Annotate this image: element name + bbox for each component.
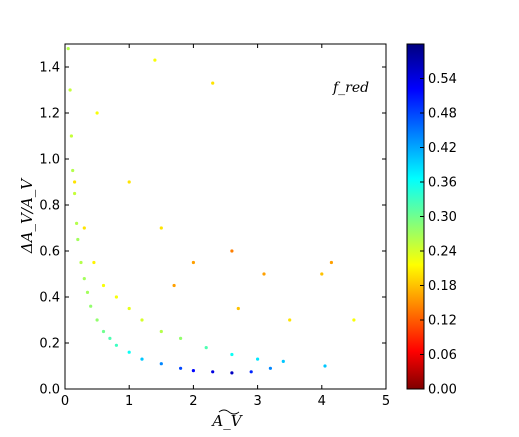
data-point-4 (73, 191, 77, 196)
colorbar-tick-label: 0.48 (428, 107, 457, 122)
data-point-51 (172, 283, 176, 288)
colorbar-tick-label: 0.06 (428, 348, 457, 363)
y-tick-label: 0.8 (39, 199, 60, 214)
data-points (66, 47, 356, 375)
data-point-30 (140, 318, 144, 322)
y-tick-label: 1.0 (39, 153, 60, 168)
data-point-50 (236, 306, 240, 311)
data-point-34 (230, 352, 234, 357)
colorbar-ticks: 0.00 0.06 0.12 0.18 0.24 0.30 0.36 0.42 0.48 0.54 (420, 72, 457, 398)
data-point-32 (179, 336, 183, 340)
data-point-17 (159, 362, 163, 366)
data-point-20 (211, 370, 215, 374)
data-point-16 (140, 357, 144, 361)
y-tick-label: 1.2 (39, 107, 60, 122)
colorbar-tick-label: 0.18 (428, 279, 457, 294)
x-tick-label: 3 (253, 394, 261, 409)
data-point-18 (179, 366, 183, 370)
colorbar-tick-label: 0.12 (428, 314, 457, 329)
data-point-11 (95, 318, 99, 322)
x-axis-label-text: A_V (210, 412, 243, 430)
data-point-36 (281, 359, 285, 363)
y-axis-ticks: 0.0 0.2 0.4 0.6 0.8 1.0 1.2 1.4 (39, 61, 386, 398)
data-point-45 (262, 272, 266, 276)
data-point-14 (114, 343, 118, 347)
data-point-42 (211, 81, 215, 85)
plot-frame (64, 43, 387, 390)
data-point-44 (230, 249, 234, 253)
data-point-2 (69, 134, 73, 138)
x-tick-label: 4 (318, 394, 326, 409)
y-tick-label: 0.6 (39, 245, 60, 260)
data-point-7 (79, 260, 83, 265)
colorbar-tick-label: 0.54 (428, 72, 457, 87)
data-point-39 (127, 180, 131, 184)
data-point-25 (82, 226, 86, 230)
data-point-38 (95, 111, 99, 115)
data-point-0 (66, 47, 70, 51)
data-point-6 (76, 237, 80, 242)
y-tick-label: 0.2 (39, 337, 60, 352)
y-tick-label: 1.4 (39, 61, 60, 76)
data-point-49 (288, 318, 292, 322)
data-point-10 (89, 304, 93, 308)
x-tick-label: 1 (125, 394, 133, 409)
data-point-29 (127, 306, 131, 311)
data-point-23 (268, 366, 272, 370)
data-point-5 (75, 221, 79, 225)
data-point-47 (352, 318, 356, 322)
data-point-48 (329, 260, 333, 265)
data-point-1 (68, 88, 72, 92)
data-point-27 (101, 283, 106, 288)
data-point-9 (85, 290, 90, 294)
colorbar-tick-label: 0.30 (428, 210, 457, 225)
x-tick-label: 0 (61, 394, 69, 409)
data-point-46 (320, 272, 324, 276)
data-point-41 (191, 260, 195, 265)
colorbar-tick-label: 0.42 (428, 141, 457, 156)
x-axis-label: A_V (210, 409, 244, 430)
data-point-3 (71, 168, 75, 173)
data-point-33 (204, 346, 208, 350)
colorbar-tick-label: 0.00 (428, 383, 457, 398)
data-point-37 (323, 364, 327, 368)
x-tick-label: 5 (382, 394, 390, 409)
data-point-22 (249, 370, 253, 374)
y-tick-label: 0.4 (39, 291, 60, 306)
data-point-21 (230, 371, 234, 375)
data-point-35 (256, 357, 260, 361)
x-label-tilde (218, 409, 240, 415)
colorbar-tick-label: 0.36 (428, 176, 457, 191)
data-point-15 (127, 350, 131, 354)
data-point-43 (153, 58, 157, 62)
x-tick-label: 2 (189, 394, 197, 409)
data-point-13 (108, 336, 112, 340)
data-point-28 (114, 295, 118, 299)
data-point-40 (159, 226, 163, 230)
data-point-19 (191, 369, 195, 373)
data-point-8 (82, 277, 86, 281)
y-axis-label-text: ΔA_V/A_V (18, 177, 36, 254)
colorbar-tick-label: 0.24 (428, 245, 457, 260)
data-point-12 (101, 329, 106, 334)
y-axis-label: ΔA_V/A_V (18, 177, 36, 254)
data-point-26 (92, 260, 96, 265)
data-point-24 (73, 180, 77, 184)
x-axis-ticks: 0 1 2 3 4 5 (61, 44, 390, 409)
y-tick-label: 0.0 (39, 383, 60, 398)
data-point-31 (159, 329, 163, 334)
annotation-label: f_red (332, 80, 369, 96)
